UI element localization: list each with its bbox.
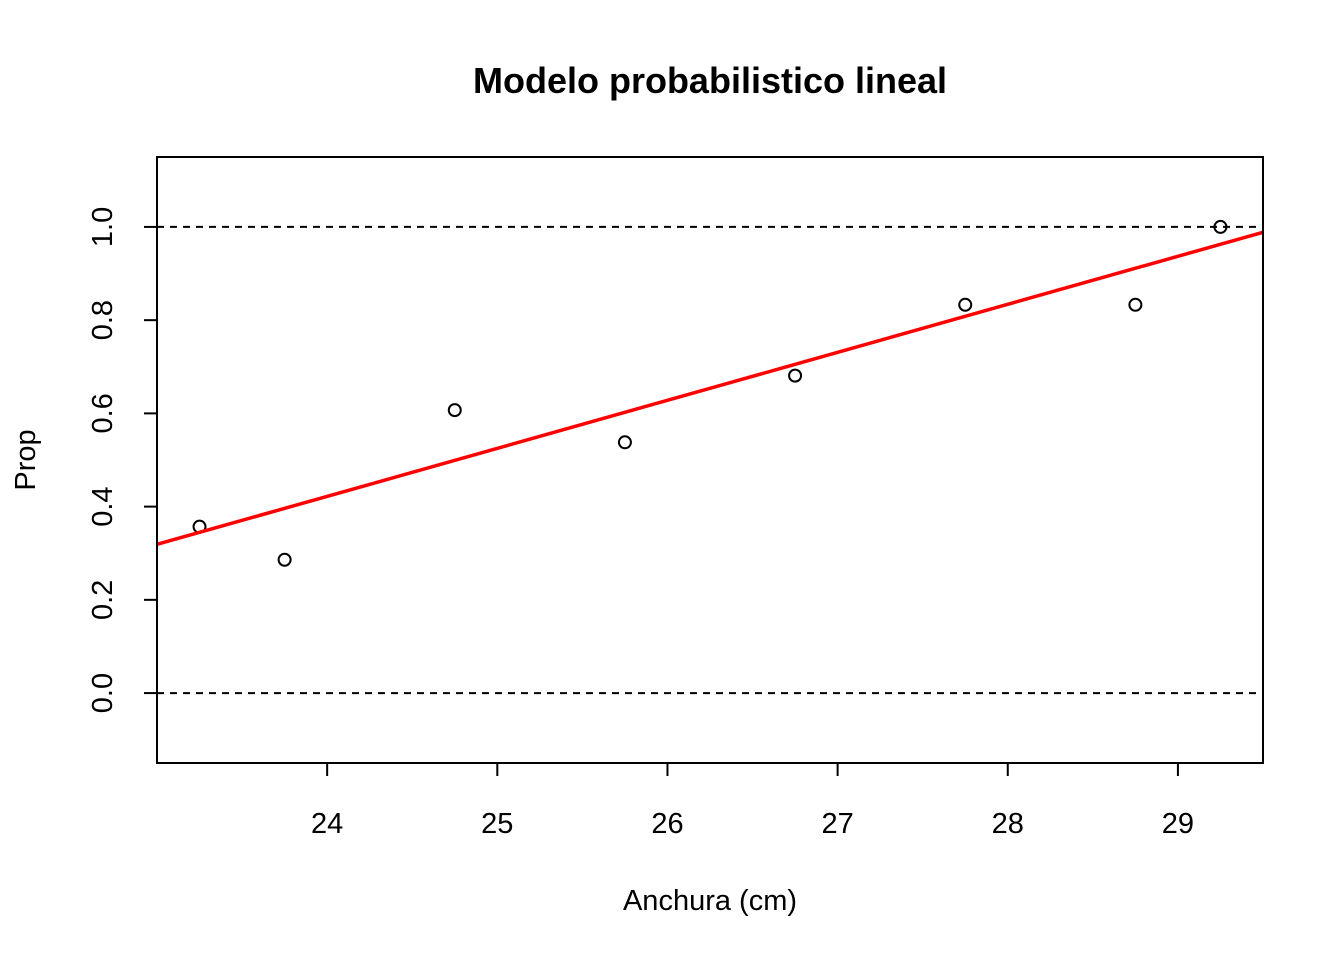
x-tick-label: 27: [821, 808, 853, 840]
x-axis-title: Anchura (cm): [623, 885, 797, 917]
x-tick-label: 26: [651, 808, 683, 840]
y-tick-label: 0.6: [87, 393, 119, 433]
y-tick-label: 0.4: [87, 486, 119, 526]
y-tick-label: 0.2: [87, 580, 119, 620]
x-tick-label: 24: [311, 808, 343, 840]
x-tick-label: 28: [992, 808, 1024, 840]
data-point: [1213, 219, 1228, 234]
x-tick-label: 29: [1162, 808, 1194, 840]
data-point: [788, 368, 803, 383]
data-point: [447, 403, 462, 418]
y-axis-title: Prop: [10, 429, 42, 490]
data-point: [1128, 297, 1143, 312]
y-tick-label: 0.0: [87, 673, 119, 713]
plot-frame: [156, 156, 1264, 764]
data-point: [277, 552, 292, 567]
chart-title: Modelo probabilistico lineal: [473, 60, 947, 101]
data-point: [617, 435, 632, 450]
x-tick-label: 25: [481, 808, 513, 840]
plot-area: 24 25 26 27 28 29 0.0 0.2 0.4 0.6 0.8 1.0: [87, 156, 1264, 840]
regression-line: [157, 230, 1263, 547]
y-tick-label: 1.0: [87, 207, 119, 247]
data-point: [958, 297, 973, 312]
y-tick-label: 0.8: [87, 300, 119, 340]
